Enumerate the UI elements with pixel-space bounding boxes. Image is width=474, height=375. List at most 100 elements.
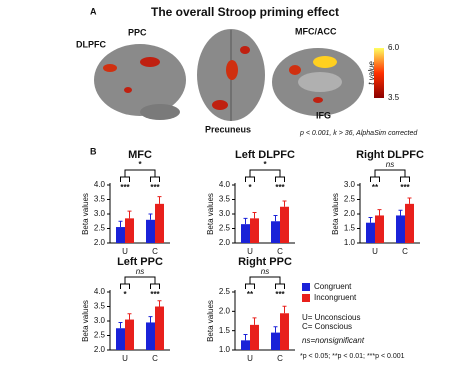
- error-bar: [407, 197, 412, 204]
- bracket: [124, 169, 156, 177]
- error-bar: [157, 196, 162, 204]
- bar: [241, 340, 250, 350]
- bracket: [400, 176, 410, 182]
- panel-label: A: [90, 6, 97, 16]
- significance: *: [123, 290, 127, 299]
- error-bar: [273, 214, 278, 222]
- note: C= Conscious: [302, 322, 352, 331]
- y-tick-label: 3.5: [94, 195, 106, 204]
- bar: [241, 224, 250, 243]
- bar: [250, 324, 259, 350]
- y-tick-label: 2.5: [94, 331, 106, 340]
- y-tick-label: 1.0: [219, 345, 231, 354]
- chart-title: Left PPC: [117, 256, 163, 268]
- threshold-note: p < 0.001, k > 36, AlphaSim corrected: [299, 130, 418, 137]
- y-tick-label: 3.5: [219, 195, 231, 204]
- legend-swatch: [302, 294, 310, 302]
- bar: [366, 222, 375, 243]
- panel-label: B: [90, 146, 97, 156]
- chart-title: Left DLPFC: [235, 149, 295, 161]
- colorbar-tick: 6.0: [388, 43, 400, 52]
- error-bar: [252, 212, 257, 219]
- y-tick-label: 3.0: [219, 209, 231, 218]
- error-bar: [368, 216, 373, 223]
- bar: [375, 215, 384, 243]
- x-tick-label: C: [277, 354, 283, 363]
- region-label: IFG: [316, 110, 331, 120]
- region-label: MFC/ACC: [295, 26, 337, 36]
- y-tick-label: 2.5: [94, 224, 106, 233]
- bar: [271, 221, 280, 243]
- bar: [125, 319, 134, 350]
- error-bar: [148, 316, 153, 323]
- significance: *: [138, 160, 142, 169]
- error-bar: [127, 313, 132, 320]
- significance: ***: [275, 183, 285, 192]
- bracket: [120, 176, 130, 182]
- bracket: [249, 169, 281, 177]
- error-bar: [118, 220, 123, 228]
- error-bar: [243, 217, 248, 225]
- bracket: [249, 276, 281, 284]
- x-tick-label: U: [122, 354, 128, 363]
- y-tick-label: 3.0: [344, 180, 356, 189]
- panel-title: The overall Stroop priming effect: [151, 5, 339, 19]
- y-tick-label: 2.5: [219, 287, 231, 296]
- bracket: [150, 283, 160, 289]
- error-bar: [127, 210, 132, 219]
- significance: ns: [386, 160, 394, 169]
- significance: ***: [275, 290, 285, 299]
- y-tick-label: 2.0: [94, 345, 106, 354]
- y-axis-label: Beta values: [206, 300, 215, 342]
- bar: [155, 203, 164, 243]
- bar: [396, 215, 405, 243]
- significance: ***: [150, 290, 160, 299]
- y-axis-label: Beta values: [206, 193, 215, 235]
- bar: [280, 206, 289, 243]
- significance: *: [248, 183, 252, 192]
- error-bar: [252, 317, 257, 325]
- legend-label: Congruent: [314, 282, 352, 291]
- chart-title: Right DLPFC: [356, 149, 424, 161]
- y-tick-label: 3.0: [94, 316, 106, 325]
- y-tick-label: 2.0: [94, 238, 106, 247]
- y-axis-label: Beta values: [81, 193, 90, 235]
- brain-left: [94, 44, 186, 120]
- significance: **: [372, 183, 379, 192]
- y-tick-label: 1.5: [344, 224, 356, 233]
- bracket: [374, 169, 406, 177]
- y-tick-label: 1.0: [344, 238, 356, 247]
- significance: ***: [150, 183, 160, 192]
- y-tick-label: 2.5: [344, 195, 356, 204]
- bar: [271, 332, 280, 350]
- brain-medial: [272, 48, 364, 116]
- error-bar: [243, 334, 248, 341]
- colorbar: [374, 48, 384, 98]
- bar: [155, 306, 164, 350]
- y-tick-label: 1.5: [219, 326, 231, 335]
- region-label: Precuneus: [205, 124, 251, 134]
- error-bar: [377, 209, 382, 216]
- note: ns=nonsignificant: [302, 336, 365, 345]
- y-tick-label: 4.0: [219, 180, 231, 189]
- y-axis-label: Beta values: [81, 300, 90, 342]
- bracket: [124, 276, 156, 284]
- note: U= Unconscious: [302, 313, 360, 322]
- legend-swatch: [302, 283, 310, 291]
- bar: [125, 218, 134, 243]
- bracket: [275, 283, 285, 289]
- error-bar: [273, 326, 278, 333]
- y-tick-label: 2.0: [219, 238, 231, 247]
- error-bar: [282, 305, 287, 314]
- bracket: [370, 176, 380, 182]
- significance: ***: [400, 183, 410, 192]
- legend-label: Incongruent: [314, 293, 357, 302]
- y-axis-label: Beta values: [331, 193, 340, 235]
- significance: ns: [136, 267, 144, 276]
- x-tick-label: U: [247, 354, 253, 363]
- bracket: [245, 176, 255, 182]
- bar: [146, 322, 155, 350]
- chart-title: Right PPC: [238, 256, 292, 268]
